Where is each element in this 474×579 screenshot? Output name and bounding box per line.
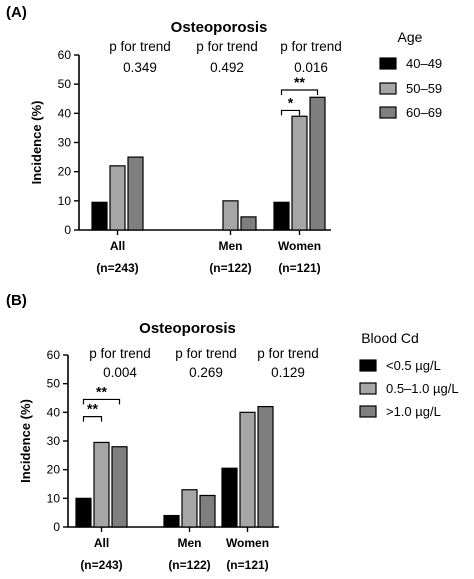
legend-title: Age <box>398 29 423 45</box>
y-tick-label: 20 <box>47 463 61 477</box>
bar <box>309 96 326 231</box>
bar <box>127 156 144 231</box>
x-category-label: Men <box>178 536 202 550</box>
bar <box>93 441 110 528</box>
x-category-label: Women <box>226 536 269 550</box>
y-tick-label: 60 <box>58 48 72 62</box>
legend-swatch <box>359 405 377 418</box>
legend-swatch <box>379 82 397 95</box>
legend-item-label: 50–59 <box>406 81 442 96</box>
y-tick-label: 0 <box>64 223 71 237</box>
x-category-label: Women <box>278 239 321 253</box>
x-category-label: All <box>110 239 125 253</box>
p-trend-value: 0.004 <box>103 365 137 380</box>
y-axis-label: Incidence (%) <box>18 399 33 483</box>
bar <box>273 201 290 231</box>
y-tick-label: 40 <box>58 106 72 120</box>
legend-title: Blood Cd <box>361 330 419 346</box>
significance-stars: ** <box>87 401 98 417</box>
y-tick-label: 50 <box>58 77 72 91</box>
p-trend-value: 0.269 <box>189 365 223 380</box>
significance-bracket <box>280 89 319 95</box>
x-category-label: Men <box>219 239 243 253</box>
significance-stars: * <box>288 94 294 110</box>
bar <box>181 489 198 528</box>
bar <box>291 115 308 231</box>
x-category-n: (n=122) <box>168 558 210 572</box>
chart-panel-a: (A) Osteoporosis Incidence (%) 0 10 20 30 40 50 6… <box>6 4 442 275</box>
legend-swatch <box>379 57 397 70</box>
legend-item-label: >1.0 µg/L <box>386 404 441 419</box>
x-category-n: (n=121) <box>278 261 320 275</box>
p-trend-label: p for trend <box>175 346 237 361</box>
y-tick-label: 30 <box>47 434 61 448</box>
bar <box>240 216 257 231</box>
bar <box>91 201 108 231</box>
legend-item-label: 40–49 <box>406 56 442 71</box>
significance-bracket <box>82 398 121 405</box>
p-trend-label: p for trend <box>109 39 171 54</box>
p-trend-value: 0.016 <box>294 60 328 75</box>
bar <box>239 411 256 528</box>
chart-title: Osteoporosis <box>139 320 236 337</box>
bar <box>163 514 180 528</box>
y-tick-label: 60 <box>47 348 61 362</box>
p-trend-value: 0.349 <box>123 60 157 75</box>
p-trend-value: 0.492 <box>210 60 244 75</box>
y-tick-label: 50 <box>47 377 61 391</box>
bar <box>222 200 239 231</box>
legend-item-label: 60–69 <box>406 105 442 120</box>
bar <box>109 165 126 231</box>
legend-swatch <box>359 382 377 395</box>
y-tick-label: 40 <box>47 405 61 419</box>
bar <box>221 467 238 528</box>
legend-item-label: <0.5 µg/L <box>386 358 441 373</box>
significance-bracket <box>82 416 103 422</box>
y-tick-label: 10 <box>58 194 72 208</box>
significance-bracket <box>280 109 301 116</box>
legend-item-label: 0.5–1.0 µg/L <box>386 381 459 396</box>
significance-stars: ** <box>96 383 107 399</box>
legend-swatch <box>379 106 397 119</box>
y-tick-label: 0 <box>53 520 60 534</box>
p-trend-label: p for trend <box>280 39 342 54</box>
legend-swatch <box>359 359 377 372</box>
y-tick-label: 30 <box>58 136 72 150</box>
p-trend-label: p for trend <box>89 346 151 361</box>
chart-panel-b: (B) Osteoporosis Incidence (%) 0 10 20 30 40 50 6… <box>6 292 459 572</box>
panel-label: (B) <box>6 292 27 309</box>
bar <box>199 494 216 528</box>
panel-label: (A) <box>6 4 27 21</box>
significance-stars: ** <box>294 74 305 90</box>
y-tick-label: 10 <box>47 491 61 505</box>
p-trend-label: p for trend <box>257 346 319 361</box>
y-tick-label: 20 <box>58 165 72 179</box>
x-category-label: All <box>94 536 109 550</box>
x-category-n: (n=121) <box>226 558 268 572</box>
p-trend-value: 0.129 <box>271 365 305 380</box>
bar <box>257 406 274 528</box>
bar <box>111 446 128 528</box>
chart-title: Osteoporosis <box>171 19 268 36</box>
x-category-n: (n=243) <box>96 261 138 275</box>
p-trend-label: p for trend <box>196 39 258 54</box>
x-category-n: (n=243) <box>80 558 122 572</box>
x-category-n: (n=122) <box>209 261 251 275</box>
y-axis-label: Incidence (%) <box>29 101 44 185</box>
bar <box>75 497 92 528</box>
